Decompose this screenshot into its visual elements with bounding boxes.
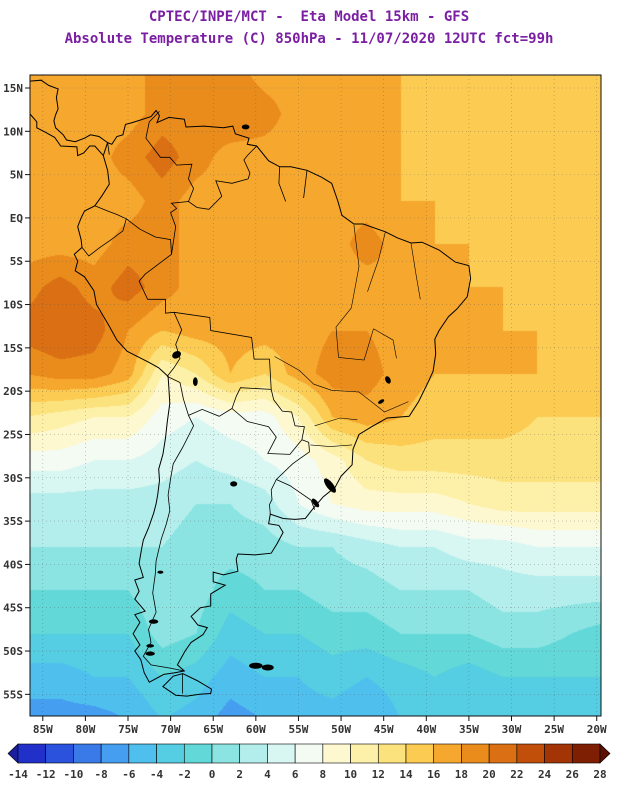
colorbar-cell — [322, 743, 351, 764]
lat-tick-label: 30S — [3, 472, 23, 485]
colorbar-under-arrow — [7, 743, 19, 764]
lon-tick-label: 25W — [544, 723, 564, 736]
lat-tick-label: 15N — [3, 82, 23, 95]
colorbar-cell — [350, 743, 379, 764]
colorbar-tick-label: -6 — [122, 768, 136, 781]
lon-tick-label: 40W — [416, 723, 436, 736]
colorbar-legend: -14 -12 -10 -8 -6 -4 -2 0 2 4 6 8 10 12 14 16 18 20 22 24 26… — [7, 743, 611, 781]
lat-tick-label: 45S — [3, 602, 23, 615]
colorbar-tick-label: 28 — [593, 768, 606, 781]
colorbar-cell — [17, 743, 47, 764]
colorbar-tick-label: 4 — [264, 768, 271, 781]
lat-tick-label: 55S — [3, 688, 23, 701]
lon-tick-label: 70W — [161, 723, 181, 736]
lat-tick-label: EQ — [10, 212, 24, 225]
colorbar-tick-label: 6 — [292, 768, 299, 781]
colorbar-cell — [571, 743, 601, 764]
colorbar-tick-label: -8 — [95, 768, 108, 781]
colorbar-cell — [544, 743, 573, 764]
lat-tick-label: 35S — [3, 515, 23, 528]
lon-tick-label: 20W — [587, 723, 607, 736]
lat-tick-label: 10S — [3, 299, 23, 312]
colorbar-cell — [488, 743, 518, 764]
lon-tick-label: 80W — [75, 723, 95, 736]
colorbar-cell — [100, 743, 130, 764]
page-subtitle: Absolute Temperature (C) 850hPa - 11/07/… — [64, 31, 554, 47]
lat-tick-label: 50S — [3, 645, 23, 658]
colorbar-cell — [377, 743, 407, 764]
colorbar-tick-label: -10 — [63, 768, 83, 781]
colorbar-cell — [73, 743, 102, 764]
colorbar-tick-label: 16 — [427, 768, 441, 781]
colorbar-tick-label: -14 — [8, 768, 28, 781]
temperature-field-canvas — [30, 75, 601, 716]
lon-tick-label: 35W — [459, 723, 479, 736]
colorbar-cell — [405, 743, 435, 764]
colorbar-tick-label: 20 — [483, 768, 496, 781]
colorbar-tick-label: 24 — [538, 768, 552, 781]
lat-tick-label: 10N — [3, 125, 23, 138]
colorbar-cell — [461, 743, 490, 764]
colorbar-cell — [156, 743, 185, 764]
title-block: CPTEC/INPE/MCT - Eta Model 15km - GFS Ab… — [0, 6, 618, 50]
colorbar-cell — [267, 743, 296, 764]
colorbar-tick-label: 10 — [344, 768, 357, 781]
lat-tick-label: 5S — [10, 255, 23, 268]
lat-tick-label: 5N — [10, 169, 23, 182]
lon-tick-label: 60W — [246, 723, 266, 736]
colorbar-tick-label: 22 — [510, 768, 523, 781]
colorbar-cell — [128, 743, 157, 764]
colorbar-tick-label: 26 — [566, 768, 580, 781]
colorbar-cell — [239, 743, 268, 764]
colorbar-cell — [516, 743, 545, 764]
colorbar-cell — [183, 743, 213, 764]
lon-tick-label: 85W — [33, 723, 53, 736]
colorbar-tick-label: 2 — [236, 768, 243, 781]
colorbar-cell — [294, 743, 324, 764]
colorbar-tick-label: 18 — [455, 768, 468, 781]
colorbar-tick-label: 14 — [399, 768, 413, 781]
lon-tick-label: 50W — [331, 723, 351, 736]
colorbar-tick-label: -4 — [150, 768, 164, 781]
lat-tick-label: 25S — [3, 428, 23, 441]
colorbar-tick-label: -12 — [36, 768, 56, 781]
colorbar-tick-label: -2 — [178, 768, 191, 781]
lon-tick-label: 30W — [502, 723, 522, 736]
page-title: CPTEC/INPE/MCT - Eta Model 15km - GFS — [148, 9, 470, 25]
colorbar-tick-label: 0 — [209, 768, 216, 781]
lon-tick-label: 75W — [118, 723, 138, 736]
lon-tick-label: 65W — [203, 723, 223, 736]
colorbar-tick-label: 8 — [320, 768, 327, 781]
lat-tick-label: 20S — [3, 385, 23, 398]
colorbar-labels: -14 -12 -10 -8 -6 -4 -2 0 2 4 6 8 10 12 14 16 18 20 22 24 26… — [8, 768, 607, 781]
lon-tick-label: 45W — [374, 723, 394, 736]
colorbar-cell — [45, 743, 74, 764]
lat-tick-label: 40S — [3, 558, 23, 571]
lon-tick-label: 55W — [289, 723, 309, 736]
colorbar-over-arrow — [599, 743, 611, 764]
lat-tick-label: 15S — [3, 342, 23, 355]
colorbar-tick-label: 12 — [372, 768, 385, 781]
colorbar-cell — [433, 743, 462, 764]
colorbar-cell — [211, 743, 241, 764]
